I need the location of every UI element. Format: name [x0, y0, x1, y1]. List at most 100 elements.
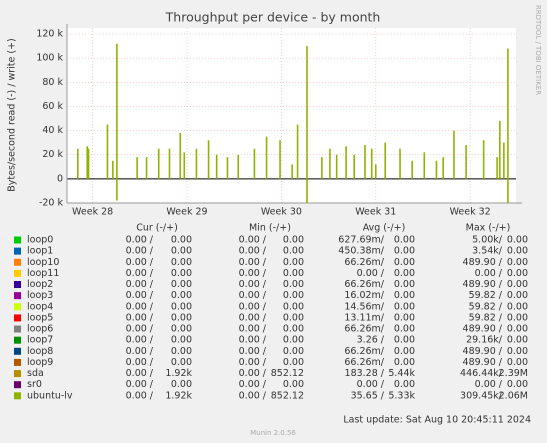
write-stat: 0.00 [507, 246, 528, 257]
read-stat: 16.02m/ [344, 290, 384, 301]
read-stat: 0.00 / [239, 290, 267, 301]
read-stat: 489.90 / [463, 279, 503, 290]
legend-swatch [14, 336, 21, 344]
read-stat: 627.69m/ [338, 235, 384, 246]
legend-swatch [14, 303, 21, 311]
write-stat: 0.00 [283, 235, 304, 246]
read-stat: 0.00 / [126, 324, 154, 335]
write-stat: 0.00 [507, 279, 528, 290]
write-stat: 0.00 [394, 379, 415, 390]
legend-label: loop8 [27, 346, 53, 357]
legend-swatch [14, 392, 21, 400]
legend-label: loop7 [27, 335, 53, 346]
column-header: Cur (-/+) [136, 223, 178, 234]
write-stat: 0.00 [283, 268, 304, 279]
write-stat: 0.00 [507, 324, 528, 335]
write-stat: 0.00 [394, 246, 415, 257]
write-stat: 0.00 [283, 324, 304, 335]
x-tick-label: Week 32 [450, 207, 491, 218]
write-stat: 0.00 [507, 290, 528, 301]
read-stat: 0.00 / [239, 246, 267, 257]
read-stat: 59.82 / [469, 301, 503, 312]
write-stat: 0.00 [394, 301, 415, 312]
write-stat: 0.00 [171, 335, 192, 346]
read-stat: 489.90 / [463, 346, 503, 357]
write-stat: 2.39M [499, 368, 528, 379]
read-stat: 0.00 / [126, 246, 154, 257]
y-tick-label: -20 k [39, 198, 64, 209]
read-stat: 446.44k/ [460, 368, 503, 379]
read-stat: 59.82 / [469, 312, 503, 323]
read-stat: 59.82 / [469, 290, 503, 301]
read-stat: 0.00 / [239, 379, 267, 390]
write-stat: 0.00 [171, 235, 192, 246]
x-tick-label: Week 28 [72, 207, 113, 218]
legend-swatch [14, 236, 21, 244]
last-update: Last update: Sat Aug 10 20:45:11 2024 [343, 415, 531, 426]
y-tick-label: 120 k [36, 29, 63, 40]
legend-label: loop6 [27, 324, 53, 335]
write-stat: 0.00 [283, 335, 304, 346]
y-tick-label: 20 k [42, 149, 63, 160]
legend-label: loop5 [27, 312, 53, 323]
read-stat: 0.00 / [239, 235, 267, 246]
write-stat: 0.00 [171, 301, 192, 312]
read-stat: 0.00 / [126, 257, 154, 268]
y-tick-label: 0 [57, 173, 63, 184]
legend-label: ubuntu-lv [27, 390, 73, 401]
column-header: Avg (-/+) [363, 223, 406, 234]
write-stat: 0.00 [507, 335, 528, 346]
read-stat: 0.00 / [126, 335, 154, 346]
read-stat: 0.00 / [126, 235, 154, 246]
legend-swatch [14, 314, 21, 322]
legend-label: loop11 [27, 268, 59, 279]
write-stat: 0.00 [171, 290, 192, 301]
read-stat: 29.16k/ [466, 335, 503, 346]
read-stat: 0.00 / [239, 312, 267, 323]
write-stat: 0.00 [394, 312, 415, 323]
read-stat: 14.56m/ [344, 301, 384, 312]
read-stat: 0.00 / [126, 346, 154, 357]
legend-swatch [14, 292, 21, 300]
legend-label: loop9 [27, 357, 53, 368]
write-stat: 852.12 [271, 368, 304, 379]
write-stat: 0.00 [283, 290, 304, 301]
legend-swatch [14, 247, 21, 255]
write-stat: 0.00 [171, 346, 192, 357]
legend-swatch [14, 358, 21, 366]
legend-swatch [14, 281, 21, 289]
legend-label: loop1 [27, 246, 53, 257]
legend-label: loop3 [27, 290, 53, 301]
y-axis-label: Bytes/second read (-) / write (+) [7, 38, 18, 192]
write-stat: 0.00 [283, 346, 304, 357]
y-tick-label: 60 k [42, 101, 63, 112]
write-stat: 0.00 [394, 235, 415, 246]
read-stat: 66.26m/ [344, 324, 384, 335]
read-stat: 3.54k/ [472, 246, 503, 257]
write-stat: 0.00 [394, 279, 415, 290]
read-stat: 0.00 / [126, 279, 154, 290]
write-stat: 0.00 [394, 257, 415, 268]
read-stat: 0.00 / [239, 324, 267, 335]
write-stat: 0.00 [507, 379, 528, 390]
y-tick-label: 80 k [42, 77, 63, 88]
write-stat: 5.44k [388, 368, 415, 379]
legend-swatch [14, 258, 21, 266]
read-stat: 3.26 / [357, 335, 385, 346]
read-stat: 183.28 / [345, 368, 385, 379]
y-tick-label: 40 k [42, 125, 63, 136]
write-stat: 0.00 [171, 257, 192, 268]
write-stat: 0.00 [171, 312, 192, 323]
read-stat: 66.26m/ [344, 257, 384, 268]
read-stat: 489.90 / [463, 357, 503, 368]
write-stat: 1.92k [165, 368, 192, 379]
write-stat: 0.00 [394, 268, 415, 279]
side-text: RRDTOOL / TOBI OETIKER [534, 5, 542, 95]
write-stat: 5.33k [388, 390, 415, 401]
write-stat: 0.00 [507, 357, 528, 368]
read-stat: 0.00 / [239, 346, 267, 357]
x-tick-label: Week 29 [166, 207, 207, 218]
write-stat: 0.00 [283, 301, 304, 312]
read-stat: 0.00 / [126, 390, 154, 401]
write-stat: 0.00 [171, 357, 192, 368]
